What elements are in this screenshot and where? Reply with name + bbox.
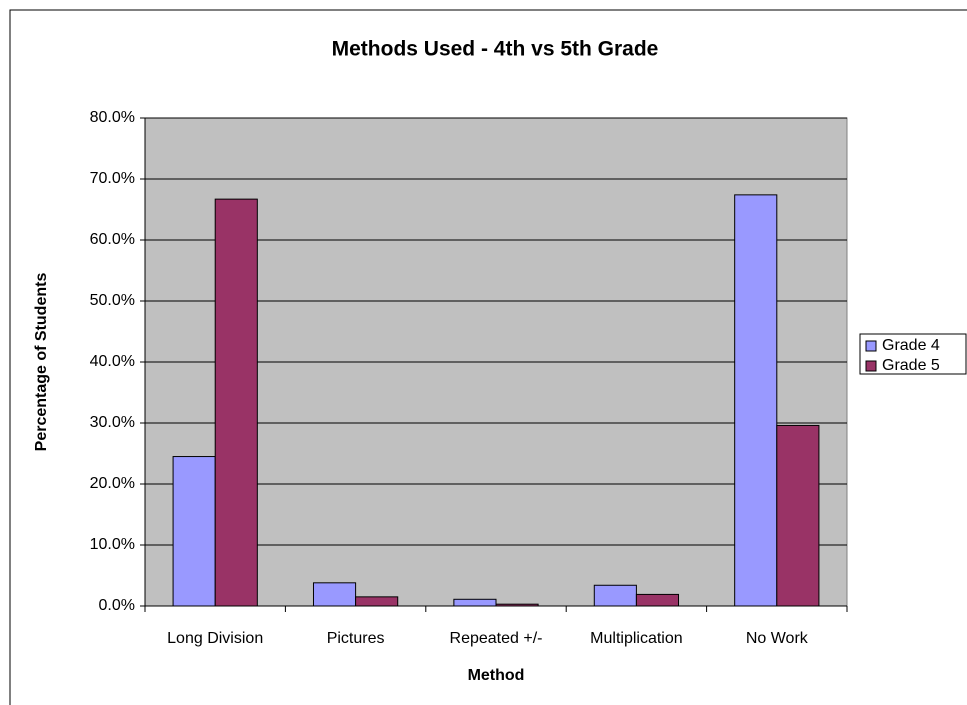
x-tick-label: Pictures (327, 630, 385, 647)
y-tick-label: 0.0% (99, 597, 135, 614)
bar (593, 584, 637, 607)
y-axis-title: Percentage of Students (33, 273, 50, 452)
bar (172, 456, 216, 607)
y-tick-label: 50.0% (90, 292, 135, 309)
bar (355, 596, 399, 607)
y-tick-label: 30.0% (90, 414, 135, 431)
legend (859, 333, 967, 375)
legend-label: Grade 5 (882, 357, 940, 374)
bar (214, 198, 258, 607)
y-tick-label: 80.0% (90, 109, 135, 126)
bar (776, 424, 820, 607)
x-tick-label: Repeated +/- (450, 630, 543, 647)
y-tick-label: 70.0% (90, 170, 135, 187)
chart-title: Methods Used - 4th vs 5th Grade (332, 38, 659, 61)
bar (312, 582, 357, 607)
x-tick-label: Multiplication (590, 630, 682, 647)
y-tick-label: 10.0% (90, 536, 135, 553)
bar (453, 598, 497, 607)
legend-swatch (865, 340, 877, 352)
y-tick-label: 20.0% (90, 475, 135, 492)
x-tick-label: Long Division (167, 630, 263, 647)
y-tick-label: 40.0% (90, 353, 135, 370)
bar (734, 194, 778, 607)
bar (635, 593, 680, 607)
x-tick-label: No Work (746, 630, 809, 647)
x-axis-title: Method (468, 667, 525, 684)
y-tick-label: 60.0% (90, 231, 135, 248)
legend-swatch (865, 360, 877, 372)
legend-label: Grade 4 (882, 337, 940, 354)
